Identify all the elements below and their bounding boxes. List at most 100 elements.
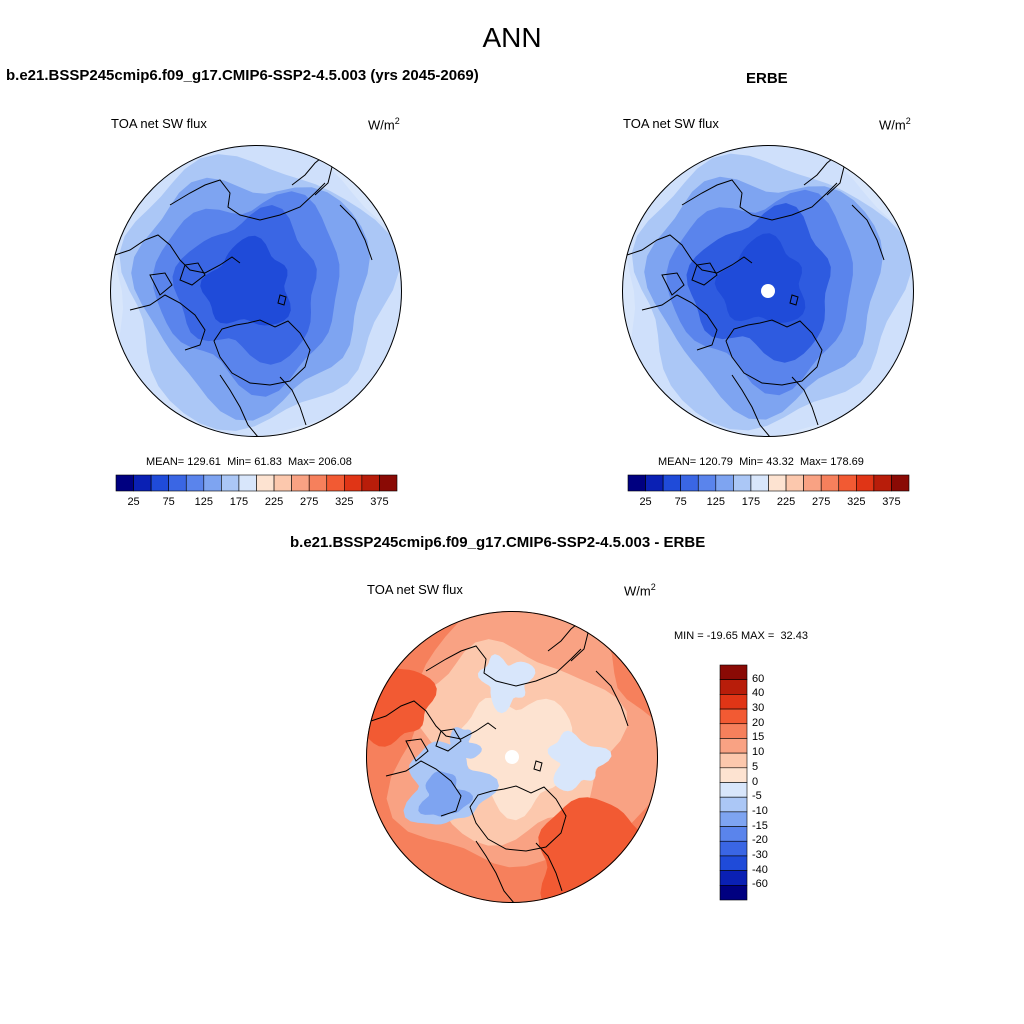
colorbar-swatch	[719, 885, 748, 901]
colorbar-tick-label: 125	[706, 496, 725, 508]
coastline	[370, 700, 497, 740]
contour-region	[439, 727, 482, 762]
colorbar-swatch	[627, 474, 646, 492]
pole-missing-data	[761, 284, 775, 298]
contour-region	[418, 771, 473, 817]
colorbar-swatch	[115, 474, 134, 492]
panel1-colorbar	[115, 474, 398, 492]
colorbar-tick-label: 175	[741, 496, 761, 508]
colorbar-swatch	[168, 474, 187, 492]
colorbar-tick-label: -40	[752, 863, 768, 876]
colorbar-tick-label: 375	[370, 496, 389, 508]
coastline	[851, 204, 885, 261]
colorbar-tick-label: 175	[229, 496, 249, 508]
colorbar-tick-label: 225	[264, 496, 284, 508]
colorbar-swatch	[719, 870, 748, 886]
colorbar-swatch	[856, 474, 875, 492]
coastline	[789, 294, 799, 306]
map-boundary	[366, 611, 658, 903]
colorbar-swatch	[719, 782, 748, 798]
colorbar-swatch	[238, 474, 257, 492]
colorbar-swatch	[150, 474, 169, 492]
panel2-polar-map	[622, 145, 914, 437]
panel1-title: b.e21.BSSP245cmip6.f09_g17.CMIP6-SSP2-4.…	[6, 67, 479, 84]
map-boundary	[110, 145, 402, 437]
panel1-colorbar-ticks: 25 75 125 175 225 275 325 375	[116, 496, 397, 510]
colorbar-tick-label: -30	[752, 848, 768, 861]
coastline	[691, 262, 718, 286]
colorbar-swatch	[733, 474, 752, 492]
colorbar-swatch	[719, 738, 748, 754]
contour-region	[714, 233, 806, 323]
colorbar-swatch	[308, 474, 328, 492]
colorbar-swatch	[873, 474, 892, 492]
colorbar-swatch	[680, 474, 699, 492]
colorbar-swatch	[719, 723, 748, 739]
colorbar-swatch	[750, 474, 769, 492]
panel3-colorbar-ticks: 60 40 30 20 15 10 5 0 -5 -10 -15 -20 -30 -40 -60	[752, 665, 792, 900]
colorbar-tick-label: 30	[752, 702, 765, 715]
colorbar-swatch	[719, 664, 748, 680]
colorbar-swatch	[133, 474, 152, 492]
colorbar-tick-label: 20	[752, 716, 765, 729]
colorbar-swatch	[326, 474, 345, 492]
panel3-title: b.e21.BSSP245cmip6.f09_g17.CMIP6-SSP2-4.…	[290, 534, 706, 551]
panel1-subtitle: TOA net SW flux	[111, 116, 207, 131]
panel1-polar-map	[110, 145, 402, 437]
coastline	[725, 319, 823, 386]
panel3-stats: MIN = -19.65 MAX = 32.43	[674, 630, 808, 642]
colorbar-swatch	[291, 474, 310, 492]
coastline	[213, 319, 311, 386]
panel2-colorbar	[627, 474, 910, 492]
contour-region	[547, 730, 612, 792]
coastline	[114, 234, 241, 274]
panel2-units: W/m2	[879, 116, 911, 133]
colorbar-tick-label: 75	[162, 496, 175, 508]
colorbar-swatch	[785, 474, 804, 492]
colorbar-swatch	[891, 474, 910, 492]
colorbar-tick-label: 10	[752, 746, 765, 759]
coastline	[791, 376, 819, 426]
panel2-colorbar-ticks: 25 75 125 175 225 275 325 375	[628, 496, 909, 510]
panel2-title: ERBE	[746, 70, 788, 87]
contour-region	[538, 797, 658, 903]
panel3-units: W/m2	[624, 582, 656, 599]
coastline	[425, 645, 582, 687]
colorbar-swatch	[719, 840, 748, 857]
panel3-subtitle: TOA net SW flux	[367, 582, 463, 597]
panel1-units: W/m2	[368, 116, 400, 133]
colorbar-swatch	[273, 474, 292, 492]
colorbar-swatch	[256, 474, 275, 492]
colorbar-tick-label: 25	[127, 496, 140, 508]
colorbar-tick-label: 325	[847, 496, 866, 508]
colorbar-swatch	[697, 474, 717, 492]
colorbar-tick-label: 5	[752, 760, 759, 773]
colorbar-tick-label: 325	[335, 496, 354, 508]
colorbar-tick-label: 60	[752, 672, 765, 685]
colorbar-tick-label: 275	[812, 496, 831, 508]
coastline	[129, 294, 206, 351]
colorbar-swatch	[719, 694, 748, 710]
colorbar-tick-label: -10	[752, 804, 768, 817]
colorbar-swatch	[719, 826, 748, 842]
coastline	[626, 234, 753, 274]
colorbar-swatch	[662, 474, 681, 492]
coastline	[475, 840, 515, 903]
coastline	[731, 374, 771, 437]
coastline	[595, 670, 629, 727]
panel3-colorbar	[719, 664, 748, 901]
coastline	[385, 760, 462, 817]
main-title: ANN	[482, 22, 542, 53]
colorbar-tick-label: 125	[194, 496, 213, 508]
coastline	[219, 374, 259, 437]
coastline	[469, 785, 567, 852]
coastline	[405, 738, 429, 762]
colorbar-swatch	[719, 811, 748, 827]
coastline	[277, 294, 287, 306]
colorbar-tick-label: 375	[882, 496, 901, 508]
map-boundary	[622, 145, 914, 437]
coastline	[533, 760, 543, 772]
colorbar-swatch	[344, 474, 363, 492]
colorbar-swatch	[719, 752, 748, 769]
colorbar-tick-label: -5	[752, 790, 762, 803]
